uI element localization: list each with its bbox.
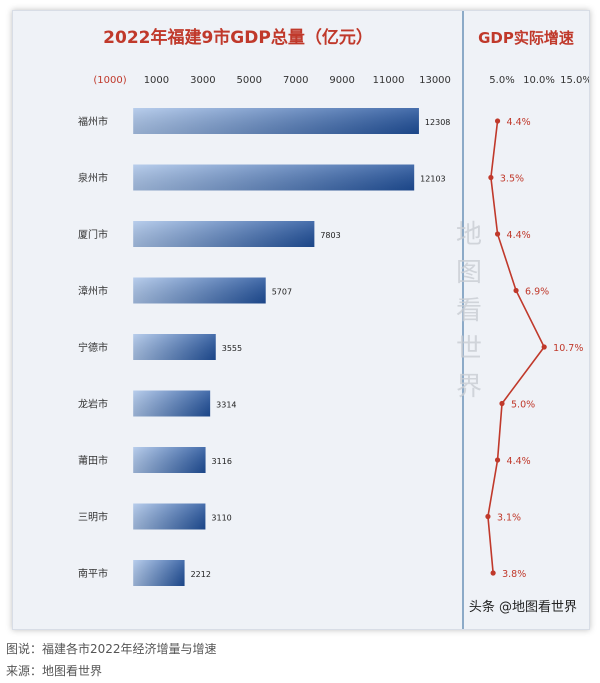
gdp-bar-shade: [133, 277, 266, 304]
gdp-value-label: 5707: [272, 288, 292, 297]
watermark: 地图看世界: [456, 220, 482, 402]
gdp-bar-shade: [133, 560, 185, 586]
watermark-char: 看: [456, 296, 482, 326]
gdp-value-label: 12308: [425, 118, 450, 127]
bar-x-tick: (1000): [93, 75, 126, 86]
bar-series: 12308 12103 7803 5707 3555 3314 3116 3110 2212: [133, 108, 450, 586]
bar-x-tick: 13000: [419, 75, 451, 86]
gdp-value-label: 7803: [320, 231, 340, 240]
category-label: 龙岩市: [78, 398, 108, 411]
growth-line-series: 4.4% 3.5% 4.4% 6.9% 10.7% 5.0% 4.4% 3.1% 3.8%: [485, 117, 583, 580]
growth-point: [513, 287, 519, 294]
growth-point: [488, 174, 494, 181]
brand-label: 头条 @地图看世界: [469, 599, 577, 615]
growth-point: [494, 118, 501, 124]
category-label: 莆田市: [78, 454, 108, 467]
growth-value-label: 3.8%: [502, 569, 526, 580]
gdp-value-label: 3110: [211, 514, 231, 523]
category-label: 南平市: [78, 567, 108, 580]
category-label: 泉州市: [78, 172, 108, 185]
growth-point: [541, 344, 547, 350]
category-label: 三明市: [78, 511, 108, 524]
gdp-value-label: 3116: [212, 457, 232, 466]
gdp-value-label: 3314: [216, 401, 236, 410]
category-label: 宁德市: [78, 341, 108, 354]
growth-value-label: 5.0%: [511, 400, 535, 411]
gdp-value-label: 2212: [191, 570, 211, 579]
bar-x-tick: 5000: [237, 75, 262, 86]
growth-value-label: 3.1%: [497, 513, 521, 524]
bar-x-tick: 3000: [190, 75, 215, 86]
gdp-bar-shade: [133, 390, 211, 417]
line-x-tick: 15.0%: [560, 75, 589, 86]
category-label: 漳州市: [78, 285, 108, 298]
watermark-char: 图: [456, 258, 482, 288]
line-x-axis: 5.0% 10.0% 15.0%: [489, 75, 589, 86]
growth-value-label: 6.9%: [525, 287, 549, 298]
line-chart-title: GDP实际增速: [478, 29, 574, 47]
growth-point: [494, 231, 501, 237]
category-label: 厦门市: [78, 228, 108, 241]
line-x-tick: 10.0%: [523, 75, 555, 86]
growth-value-label: 10.7%: [553, 343, 583, 354]
bar-x-axis: (1000) 1000 3000 5000 7000 9000 11000 13000: [93, 75, 451, 86]
growth-value-label: 4.4%: [507, 230, 531, 241]
gdp-bar-shade: [133, 108, 419, 134]
gdp-bar-shade: [133, 334, 216, 360]
caption-source: 来源：地图看世界: [6, 664, 103, 678]
chart-frame: 2022年福建9市GDP总量（亿元） GDP实际增速 地图看世界 (1000) 1…: [12, 10, 590, 630]
growth-line: [487, 120, 546, 574]
growth-value-label: 3.5%: [500, 174, 524, 185]
watermark-char: 世: [456, 334, 482, 364]
growth-point: [490, 570, 496, 576]
growth-point: [499, 400, 505, 407]
gdp-value-label: 12103: [420, 175, 445, 184]
bar-x-tick: 9000: [329, 75, 354, 86]
gdp-value-label: 3555: [222, 344, 242, 353]
watermark-char: 地: [456, 220, 482, 250]
bar-x-tick: 7000: [283, 75, 308, 86]
line-x-tick: 5.0%: [489, 75, 514, 86]
category-label: 福州市: [78, 115, 108, 128]
growth-point: [494, 457, 501, 463]
caption-description: 图说：福建各市2022年经济增量与增速: [6, 642, 217, 656]
chart-canvas: 2022年福建9市GDP总量（亿元） GDP实际增速 地图看世界 (1000) 1…: [78, 11, 589, 629]
growth-value-label: 4.4%: [507, 117, 531, 128]
growth-value-label: 4.4%: [507, 456, 531, 467]
bar-chart-title: 2022年福建9市GDP总量（亿元）: [103, 27, 373, 48]
growth-point: [485, 513, 491, 520]
bar-x-tick: 1000: [144, 75, 169, 86]
gdp-bar-shade: [133, 503, 206, 530]
gdp-bar-shade: [133, 164, 415, 191]
gdp-bar-shade: [133, 447, 206, 473]
bar-x-tick: 11000: [373, 75, 405, 86]
gdp-bar-shade: [133, 221, 315, 247]
watermark-char: 界: [456, 372, 482, 402]
